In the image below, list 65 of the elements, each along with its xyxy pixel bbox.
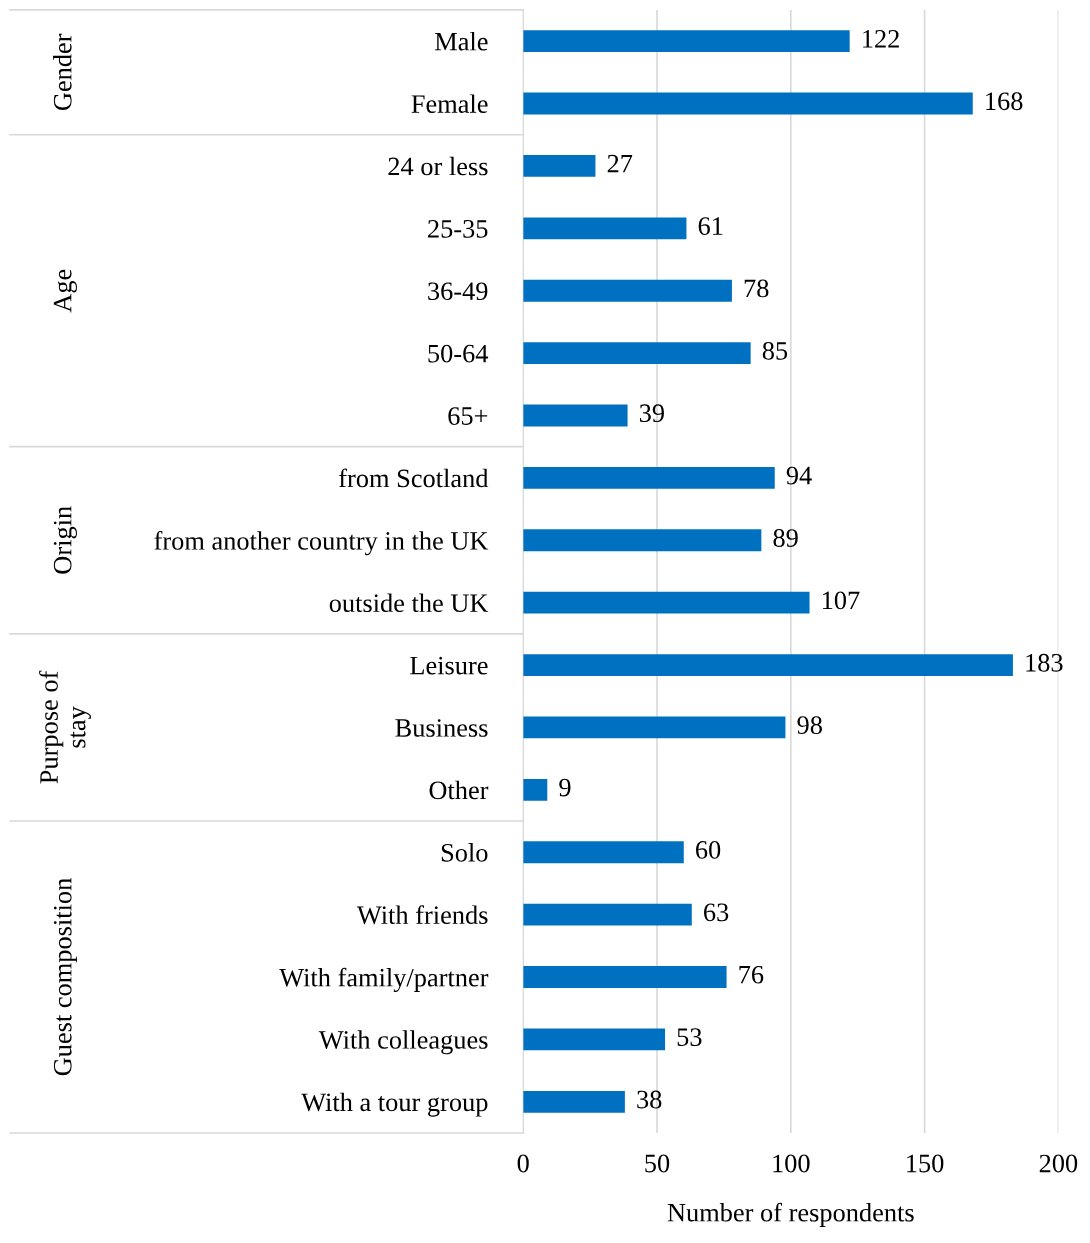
data-label: 122: [863, 30, 899, 48]
bar: [523, 654, 1013, 676]
y-tick-label: 36-49: [428, 282, 488, 301]
y-tick-label: Solo: [441, 843, 488, 862]
text: Origin: [53, 506, 77, 574]
y-tick-label: With colleagues: [318, 1030, 488, 1055]
data-label: 98: [797, 716, 822, 735]
text: Purpose of stay: [39, 670, 91, 784]
data-label: 53: [677, 1028, 702, 1047]
bar: [523, 92, 973, 115]
data-label: 39: [639, 404, 664, 423]
bar: [523, 1028, 666, 1051]
bar: [523, 1090, 625, 1113]
y-tick-label: With family/partner: [279, 967, 489, 992]
y-tick-label: With a tour group: [301, 1092, 488, 1117]
bar: [523, 466, 775, 489]
y-tick-label: 24 or less: [388, 156, 488, 176]
data-label: 38: [637, 1090, 662, 1109]
x-tick-label: 200: [1039, 1154, 1078, 1173]
bar: [523, 841, 684, 864]
y-tick-label: 25-35: [428, 220, 488, 238]
y-tick-label: from another country in the UK: [154, 530, 489, 556]
bar: [523, 966, 727, 988]
data-label: 60: [696, 841, 721, 859]
data-label: 94: [786, 466, 812, 485]
y-tick-label: from Scotland: [339, 468, 489, 488]
data-label: 89: [773, 529, 798, 547]
data-label: 107: [822, 591, 860, 610]
text: Age: [53, 269, 77, 313]
data-label: 63: [704, 903, 729, 922]
y-tick-label: outside the UK: [329, 593, 489, 613]
y-tick-label: Male: [435, 31, 488, 51]
bar: [523, 591, 810, 614]
bar: [523, 279, 732, 302]
bar: [523, 529, 762, 552]
x-tick-label: 100: [773, 1154, 810, 1173]
data-label: 85: [762, 341, 788, 360]
y-tick-label: 50-64: [428, 344, 489, 363]
data-label: 27: [607, 154, 633, 173]
data-label: 76: [739, 965, 764, 984]
bar: [523, 342, 751, 365]
y-tick-label: Female: [411, 94, 488, 113]
y-tick-label: Business: [395, 719, 488, 737]
x-axis-title: Number of respondents: [667, 1202, 914, 1227]
data-label: 168: [986, 92, 1023, 111]
data-label: 78: [744, 279, 769, 298]
y-tick-label: 65+: [448, 407, 488, 425]
y-tick-label: With friends: [356, 905, 488, 925]
text: Guest composition: [53, 878, 77, 1076]
data-label: 61: [698, 217, 723, 235]
bar: [523, 903, 692, 926]
data-label: 183: [1026, 653, 1063, 672]
y-tick-label: Leisure: [410, 656, 488, 675]
bar: [523, 217, 687, 240]
x-tick-label: 150: [907, 1154, 944, 1173]
text: Gender: [53, 33, 72, 111]
data-label: 9: [559, 778, 571, 797]
bar: [523, 30, 850, 53]
y-tick-label: Other: [429, 780, 489, 800]
bar: [523, 778, 548, 801]
bar: [523, 404, 628, 427]
bar: [523, 716, 786, 739]
bar: [523, 155, 596, 177]
x-tick-label: 0: [517, 1154, 529, 1173]
x-tick-label: 50: [645, 1154, 670, 1173]
